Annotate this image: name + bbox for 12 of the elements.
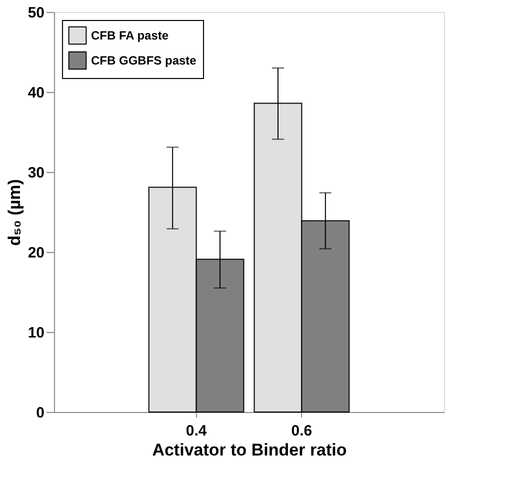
x-axis-title: Activator to Binder ratio xyxy=(152,440,347,460)
legend-label: CFB GGBFS paste xyxy=(91,54,197,68)
y-tick-label: 0 xyxy=(36,404,44,422)
x-tick-label: 0.6 xyxy=(291,422,312,440)
legend-label: CFB FA paste xyxy=(91,28,169,42)
y-tick-label: 20 xyxy=(28,244,44,262)
y-tick-label: 40 xyxy=(28,84,44,102)
x-tick-label: 0.4 xyxy=(186,422,208,440)
y-tick-label: 10 xyxy=(28,324,44,342)
y-tick-label: 30 xyxy=(28,164,44,182)
y-tick-label: 50 xyxy=(28,4,44,22)
y-axis-title: d₅₀ (µm) xyxy=(4,179,24,246)
